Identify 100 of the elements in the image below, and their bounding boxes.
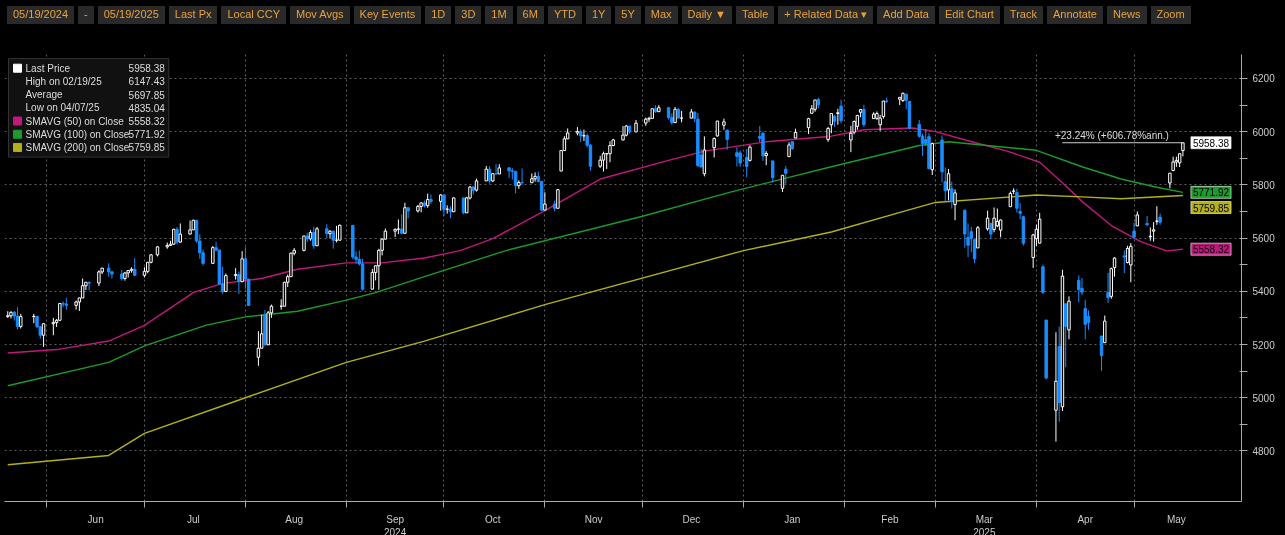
legend-label: SMAVG (200) on Close (25, 141, 130, 153)
text: 5Y (615, 6, 641, 24)
x-tick-label: May (1166, 513, 1186, 525)
x-tick-label: Aug (285, 513, 304, 525)
text: Add Data (877, 6, 935, 24)
candlestick (530, 172, 534, 184)
annotation: 5958.38 (1192, 137, 1230, 149)
text: 3D (455, 6, 482, 24)
candlestick (1132, 222, 1136, 240)
candlestick (976, 225, 980, 249)
x-tick-label: Sep 2024 (384, 513, 407, 535)
y-tick-label: 5600 (1252, 233, 1276, 245)
candlestick (240, 250, 244, 283)
annotation: 5558.32 (128, 116, 166, 128)
candlestick (953, 188, 957, 221)
candlestick (370, 268, 375, 290)
y-tick-label: 6200 (1252, 73, 1276, 85)
candlestick (946, 168, 951, 201)
text: YTD (547, 6, 582, 24)
text: News (1107, 6, 1147, 24)
text: Mov Avgs (290, 6, 350, 24)
candlestick (744, 148, 749, 178)
candlestick (556, 188, 560, 209)
candlestick (87, 281, 91, 292)
candlestick (315, 226, 319, 247)
text: Key Events (353, 6, 422, 24)
text: 05/19/2025 (97, 6, 165, 24)
candlestick (1099, 335, 1104, 372)
legend-label: SMAVG (100) on Close (25, 128, 130, 140)
annotation: 5759.85 (128, 142, 166, 154)
y-tick-label: 5000 (1252, 392, 1276, 404)
x-tick-label: Dec (682, 513, 701, 525)
text: 05/19/2024 (7, 6, 75, 24)
text: Edit Chart (938, 6, 1000, 24)
candlestick (1064, 303, 1068, 368)
x-tick-label: Mar 2025 (973, 513, 996, 535)
y-tick-label: 5400 (1252, 286, 1276, 298)
text: 1D (425, 6, 452, 24)
annotation: +23.24% (+606.78%ann.) (1054, 129, 1169, 141)
y-tick-label: 5800 (1252, 179, 1276, 191)
legend-label: Last Price (25, 62, 71, 74)
annotation: High on 02/19/25 (25, 75, 103, 87)
candlestick (1151, 221, 1156, 243)
y-tick-label: 6000 (1252, 126, 1276, 138)
annotation: 5958.38 (128, 63, 166, 75)
candlestick (507, 166, 511, 179)
annotation: 5771.92 (128, 129, 166, 141)
text: Daily ▼ (681, 6, 733, 24)
y-tick-label: 5200 (1252, 339, 1276, 351)
x-tick-label: Apr (1077, 513, 1094, 525)
candlestick (224, 272, 228, 293)
candlestick (1122, 250, 1127, 274)
annotation: Average (25, 89, 64, 101)
x-tick-label: Nov (584, 513, 603, 525)
text: Local CCY (221, 6, 287, 24)
candlestick (1145, 215, 1149, 227)
text: 6M (516, 6, 544, 24)
line-series (7, 194, 1184, 466)
candlestick (543, 191, 547, 211)
candlestick (1106, 272, 1110, 304)
annotation: 5771.92 (1192, 187, 1230, 199)
legend-label: SMAVG (50) on Close (25, 115, 125, 127)
x-tick-label: Jun (87, 513, 104, 525)
text: + Related Data ▾ (778, 6, 874, 24)
x-tick-label: Oct (485, 513, 501, 525)
candlestick (1103, 315, 1107, 344)
text: Last Px (168, 6, 218, 24)
text: 1Y (585, 6, 612, 24)
text: 1M (485, 6, 513, 24)
y-tick-label: 4800 (1252, 445, 1276, 457)
annotation: 5697.85 (128, 89, 166, 101)
candlestick (1148, 226, 1153, 242)
candlestick (722, 118, 726, 131)
annotation: 4835.04 (128, 102, 166, 114)
candlestick (771, 160, 775, 183)
x-tick-label: Jul (186, 513, 200, 525)
candlestick (61, 300, 65, 308)
annotation: 6147.43 (128, 76, 166, 88)
candlestick (1077, 274, 1081, 303)
x-tick-label: Feb (881, 513, 899, 525)
text: Zoom (1150, 6, 1191, 24)
candlestick (233, 267, 238, 281)
candlestick (520, 167, 524, 186)
text: - (78, 6, 94, 24)
x-tick-label: Jan (784, 513, 801, 525)
candlestick (1086, 309, 1091, 331)
annotation: 5759.85 (1192, 202, 1230, 214)
annotation: 5558.32 (1192, 244, 1230, 256)
text: Max (644, 6, 678, 24)
candlestick (1037, 212, 1042, 245)
line-series (7, 127, 1184, 354)
candlestick (985, 210, 990, 232)
text: Annotate (1046, 6, 1103, 24)
text: Track (1003, 6, 1043, 24)
candlestick (80, 278, 85, 299)
text: Table (736, 6, 775, 24)
candlestick (1083, 299, 1087, 340)
candlestick (429, 193, 433, 205)
candlestick (725, 129, 729, 151)
candlestick (950, 181, 954, 210)
